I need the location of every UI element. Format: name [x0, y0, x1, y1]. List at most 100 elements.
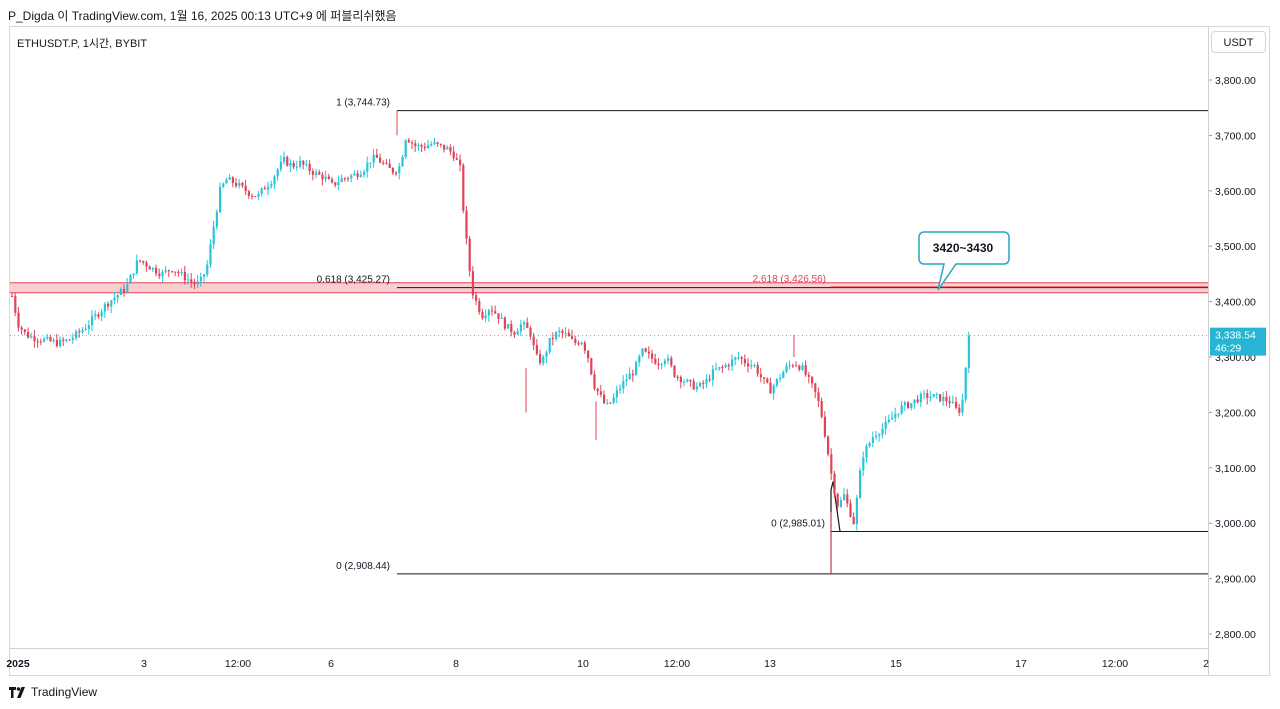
candle-body: [535, 345, 538, 355]
candle-body: [622, 381, 625, 389]
candle-body: [11, 296, 14, 298]
candle-body: [97, 314, 100, 317]
candle-body: [580, 342, 583, 345]
candle-body: [228, 177, 231, 180]
time-tick-label: 10: [577, 658, 589, 670]
candle-body: [113, 297, 116, 301]
candle-body: [827, 436, 830, 455]
candle-body: [523, 322, 526, 325]
candle-body: [183, 271, 186, 281]
countdown-label: 46:29: [1215, 343, 1241, 355]
candle-body: [516, 331, 519, 335]
candle-body: [833, 473, 836, 494]
candle-body: [305, 163, 308, 165]
candle-body: [526, 322, 529, 328]
candle-body: [212, 226, 215, 245]
candle-body: [644, 348, 647, 352]
candlesticks: [11, 110, 970, 574]
candle-body: [814, 383, 817, 393]
candle-body: [359, 174, 362, 177]
fib-lines: 1 (3,744.73) 0.618 (3,425.27) 0 (2,908.44)…: [10, 98, 1208, 575]
candle-body: [939, 394, 942, 402]
candle-body: [715, 368, 718, 370]
candle-body: [353, 173, 356, 176]
candle-body: [683, 381, 686, 383]
time-tick-label: 3: [141, 658, 147, 670]
candle-body: [215, 212, 218, 227]
candle-body: [763, 377, 766, 379]
candle-body: [887, 419, 890, 422]
candle-body: [574, 338, 577, 343]
candle-body: [555, 332, 558, 339]
candle-body: [235, 182, 238, 186]
footer-brand[interactable]: TradingView: [9, 685, 97, 699]
candle-body: [222, 183, 225, 187]
candle-body: [561, 330, 564, 334]
candle-body: [30, 336, 33, 338]
candle-body: [663, 360, 666, 364]
time-tick-label: 15: [890, 658, 902, 670]
candle-body: [718, 367, 721, 369]
candle-body: [446, 147, 449, 150]
candle-body: [619, 388, 622, 391]
candle-body: [372, 154, 375, 163]
candle-body: [903, 402, 906, 406]
candle-body: [263, 188, 266, 190]
candle-body: [407, 140, 410, 143]
candle-body: [878, 434, 881, 436]
candle-body: [94, 314, 97, 317]
candle-body: [158, 273, 161, 277]
candle-body: [539, 354, 542, 364]
candle-body: [603, 394, 606, 404]
currency-selector[interactable]: USDT: [1211, 31, 1266, 53]
candle-body: [910, 403, 913, 409]
callout-label: 3420~3430: [933, 241, 994, 255]
candle-body: [657, 363, 660, 366]
candle-body: [251, 195, 254, 197]
candle-body: [475, 295, 478, 301]
candle-body: [391, 167, 394, 173]
symbol-info[interactable]: ETHUSDT.P, 1시간, BYBIT: [17, 38, 148, 50]
candle-body: [731, 359, 734, 367]
price-tick-label: 3,200.00: [1215, 407, 1256, 419]
candle-body: [782, 372, 785, 379]
candle-body: [395, 172, 398, 174]
candle-body: [270, 184, 273, 187]
candle-body: [807, 374, 810, 377]
candle-body: [404, 140, 407, 157]
candle-body: [119, 288, 122, 295]
candle-body: [590, 358, 593, 375]
candle-body: [465, 210, 468, 239]
candle-body: [747, 363, 750, 367]
candle-body: [289, 163, 292, 166]
candle-body: [411, 142, 414, 144]
candle-body: [907, 402, 910, 409]
candle-body: [427, 145, 430, 149]
candle-body: [868, 443, 871, 447]
time-tick-label: 17: [1015, 658, 1027, 670]
candle-body: [967, 335, 970, 368]
candle-body: [321, 174, 324, 180]
candle-body: [238, 182, 241, 186]
candle-body: [791, 365, 794, 367]
price-tick-label: 2,800.00: [1215, 629, 1256, 641]
candle-body: [462, 165, 465, 211]
price-tick-label: 3,500.00: [1215, 241, 1256, 253]
candle-body: [443, 144, 446, 150]
time-tick-label: 12:00: [1102, 658, 1128, 670]
candle-body: [913, 399, 916, 404]
candle-body: [881, 428, 884, 435]
candle-body: [923, 393, 926, 395]
candle-body: [497, 313, 500, 319]
candle-body: [542, 356, 545, 364]
candle-body: [219, 186, 222, 213]
candle-body: [843, 494, 846, 501]
candle-body: [612, 397, 615, 403]
price-tick-label: 3,800.00: [1215, 75, 1256, 87]
fib-label: 0 (2,908.44): [336, 561, 390, 572]
candle-body: [734, 357, 737, 360]
candle-body: [871, 437, 874, 444]
candle-body: [615, 390, 618, 398]
candle-body: [852, 516, 855, 524]
